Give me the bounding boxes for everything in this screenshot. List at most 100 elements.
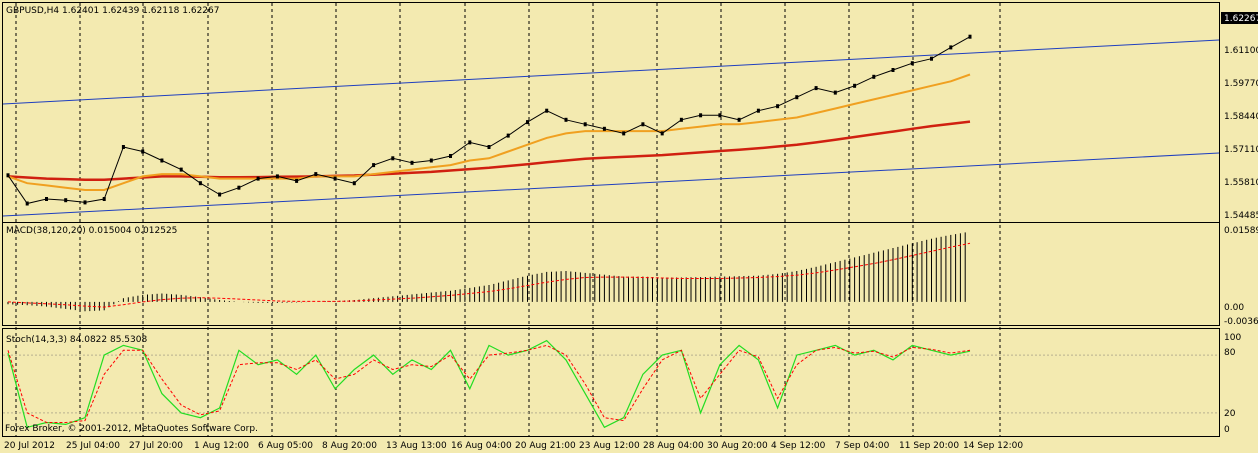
time-label: 14 Sep 12:00 xyxy=(963,441,1023,451)
time-label: 23 Aug 12:00 xyxy=(579,441,640,451)
grid-lines xyxy=(15,3,1001,436)
price-bar xyxy=(160,158,164,163)
price-panel-border xyxy=(2,2,1220,223)
price-bar xyxy=(660,131,664,136)
time-label: 16 Aug 04:00 xyxy=(451,441,512,451)
price-bar xyxy=(295,178,299,183)
price-bar xyxy=(545,108,549,113)
time-label: 6 Aug 05:00 xyxy=(258,441,313,451)
price-tick: 1.61100 xyxy=(1224,46,1258,56)
price-bar xyxy=(102,197,106,201)
price-bar xyxy=(930,56,933,61)
price-bar xyxy=(814,86,818,91)
current-price-tag xyxy=(1221,12,1258,24)
price-bar xyxy=(699,113,703,118)
stoch-tick: 80 xyxy=(1224,348,1236,358)
macd-panel-border xyxy=(2,222,1220,326)
stoch-tick: 100 xyxy=(1224,333,1241,343)
price-bar xyxy=(429,158,433,163)
price-bar xyxy=(333,176,337,181)
price-bar xyxy=(949,45,953,50)
price-bar xyxy=(25,201,29,206)
price-bar xyxy=(679,117,683,122)
price-bar xyxy=(449,154,452,158)
price-bar xyxy=(468,140,472,145)
price-bar xyxy=(737,117,741,122)
price-bar xyxy=(121,145,125,149)
price-bar xyxy=(45,197,48,201)
price-bar xyxy=(641,122,645,127)
price-bar xyxy=(795,95,799,100)
channel-upper-line xyxy=(2,39,1220,105)
price-bar xyxy=(602,126,606,131)
macd-tick: 0.00 xyxy=(1224,303,1244,313)
stoch-main-line xyxy=(7,339,971,429)
price-tick: 1.59770 xyxy=(1224,79,1258,89)
price-bar xyxy=(968,34,972,39)
stoch-tick: 0 xyxy=(1224,425,1230,435)
price-bar xyxy=(391,156,395,161)
price-bar xyxy=(141,149,145,154)
stoch-tick: 20 xyxy=(1224,409,1236,419)
price-bar xyxy=(275,174,279,179)
macd-series xyxy=(7,232,971,312)
price-bar xyxy=(776,104,780,109)
time-label: 7 Sep 04:00 xyxy=(835,441,890,451)
fast-ma-line xyxy=(7,73,971,191)
price-bar xyxy=(853,83,857,88)
price-bar xyxy=(237,185,241,190)
price-bar xyxy=(622,131,626,136)
price-bar xyxy=(487,145,491,149)
price-bar xyxy=(6,173,10,178)
close-price-line xyxy=(7,36,971,205)
panel-borders xyxy=(2,2,1220,437)
copyright-notice: Forex Broker, © 2001-2012, MetaQuotes So… xyxy=(5,424,258,434)
price-bar xyxy=(891,68,895,72)
price-bar xyxy=(756,108,760,113)
time-label: 27 Jul 20:00 xyxy=(129,441,183,451)
price-tick: 1.57110 xyxy=(1224,145,1258,155)
price-bar xyxy=(372,163,376,168)
price-bar xyxy=(526,120,529,125)
stoch-panel-border xyxy=(2,328,1220,437)
price-bar xyxy=(833,90,837,95)
price-bar xyxy=(410,160,414,165)
time-label: 4 Sep 12:00 xyxy=(771,441,826,451)
time-label: 20 Jul 2012 xyxy=(4,441,55,451)
slow-ma-line xyxy=(7,120,971,182)
price-tick: 1.55810 xyxy=(1224,178,1258,188)
time-label: 28 Aug 04:00 xyxy=(643,441,704,451)
price-tick: 1.58440 xyxy=(1224,112,1258,122)
macd-signal-line xyxy=(7,242,971,308)
stoch-signal-line xyxy=(7,344,971,423)
price-bar xyxy=(564,117,568,122)
price-bar xyxy=(64,198,68,203)
price-panel-header: GBPUSD,H4 1.62401 1.62439 1.62118 1.6226… xyxy=(6,6,219,16)
channel-lower-line xyxy=(2,152,1220,217)
macd-axis: 0.01589 0.00 -0.00362 xyxy=(1224,226,1258,327)
price-bar xyxy=(314,172,318,177)
price-bar xyxy=(352,181,356,186)
price-bar xyxy=(583,122,587,127)
price-bar xyxy=(198,181,202,186)
price-bar xyxy=(910,61,914,66)
time-label: 8 Aug 20:00 xyxy=(322,441,377,451)
stoch-series xyxy=(7,339,971,429)
price-bar xyxy=(506,133,510,138)
stoch-axis: 100 80 20 0 xyxy=(1224,333,1241,435)
time-label: 13 Aug 13:00 xyxy=(386,441,447,451)
price-bar xyxy=(83,200,87,205)
price-bar xyxy=(218,192,222,197)
price-bar xyxy=(256,176,260,181)
price-tick: 1.54485 xyxy=(1224,211,1258,221)
macd-tick: 0.01589 xyxy=(1224,226,1258,236)
macd-panel-header: MACD(38,120,20) 0.015004 0.012525 xyxy=(6,226,177,236)
time-label: 1 Aug 12:00 xyxy=(194,441,249,451)
time-axis: 20 Jul 2012 25 Jul 04:00 27 Jul 20:00 1 … xyxy=(4,441,1023,451)
price-tick: 1.62267 xyxy=(1224,14,1258,24)
price-bar xyxy=(872,74,876,79)
time-label: 30 Aug 20:00 xyxy=(707,441,768,451)
price-bar xyxy=(718,113,722,118)
